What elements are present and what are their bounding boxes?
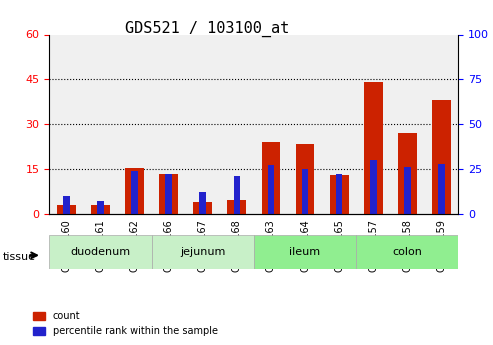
Bar [159, 174, 178, 214]
Bar [131, 171, 138, 214]
Bar [97, 201, 104, 214]
Bar [302, 169, 308, 214]
Text: tissue: tissue [2, 252, 35, 262]
Bar [63, 196, 70, 214]
Bar [262, 142, 281, 214]
Bar [193, 202, 212, 214]
Bar [227, 200, 246, 214]
Bar [268, 166, 274, 214]
FancyBboxPatch shape [254, 235, 356, 269]
Bar [404, 167, 411, 214]
Bar [125, 168, 144, 214]
Text: jejunum: jejunum [180, 247, 225, 257]
Legend: count, percentile rank within the sample: count, percentile rank within the sample [30, 307, 222, 340]
Bar [165, 175, 172, 214]
Bar [91, 205, 110, 214]
FancyBboxPatch shape [49, 235, 152, 269]
FancyBboxPatch shape [152, 235, 254, 269]
Bar [398, 133, 417, 214]
Bar [336, 175, 343, 214]
Text: colon: colon [392, 247, 423, 257]
Bar [234, 176, 240, 214]
Bar [330, 175, 349, 214]
Bar [364, 82, 383, 214]
Bar [438, 164, 445, 214]
Bar [200, 193, 206, 214]
Text: GDS521 / 103100_at: GDS521 / 103100_at [125, 21, 289, 37]
Text: duodenum: duodenum [70, 247, 131, 257]
Text: ileum: ileum [289, 247, 320, 257]
Bar [57, 205, 76, 214]
Bar [432, 100, 451, 214]
Bar [370, 160, 377, 214]
FancyBboxPatch shape [356, 235, 458, 269]
Bar [296, 144, 315, 214]
